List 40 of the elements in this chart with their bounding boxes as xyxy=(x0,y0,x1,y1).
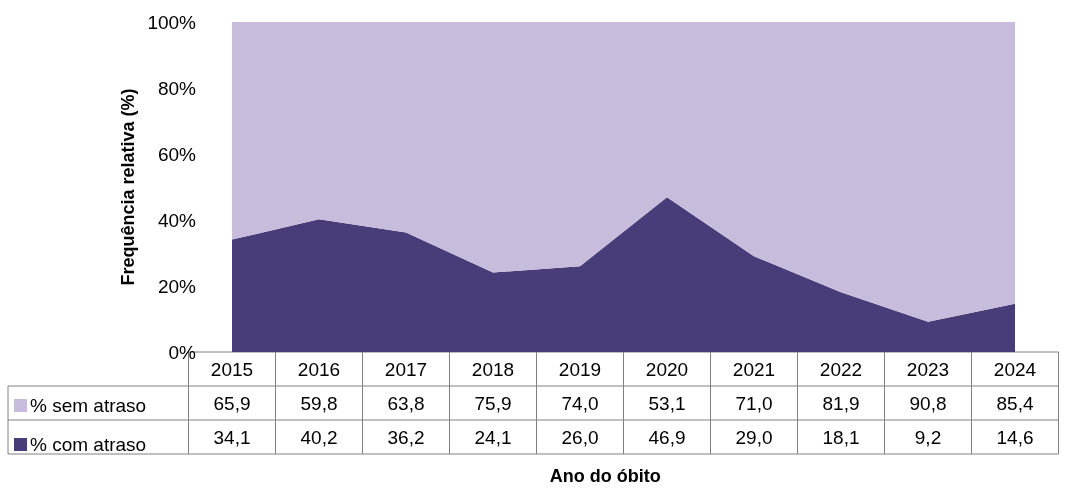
x-tick-label: 2022 xyxy=(819,359,863,380)
legend-label: % sem atraso xyxy=(30,395,147,416)
x-tick-label: 2023 xyxy=(906,359,950,380)
data-label: 71,0 xyxy=(735,392,773,414)
data-label: 81,9 xyxy=(822,392,860,414)
data-label: 14,6 xyxy=(996,426,1034,448)
y-tick-label: 80% xyxy=(157,77,197,99)
x-axis-title: Ano do óbito xyxy=(549,466,661,486)
x-tick-label: 2018 xyxy=(471,359,515,380)
data-label: 85,4 xyxy=(996,392,1034,414)
data-label: 65,9 xyxy=(213,392,251,414)
y-tick-label: 40% xyxy=(157,209,197,231)
data-label: 40,2 xyxy=(300,426,338,448)
data-label: 53,1 xyxy=(648,392,686,414)
x-tick-label: 2015 xyxy=(210,359,254,380)
data-label: 63,8 xyxy=(387,392,425,414)
x-tick-label: 2017 xyxy=(384,359,428,380)
data-label: 9,2 xyxy=(914,426,942,448)
data-label: 90,8 xyxy=(909,392,947,414)
y-axis-title: Frequência relativa (%) xyxy=(117,88,138,286)
data-label: 36,2 xyxy=(387,426,425,448)
y-tick-label: 60% xyxy=(157,143,197,165)
y-tick-label: 0% xyxy=(168,341,197,363)
x-tick-label: 2019 xyxy=(558,359,602,380)
data-label: 26,0 xyxy=(561,426,599,448)
data-label: 29,0 xyxy=(735,426,773,448)
x-tick-label: 2021 xyxy=(732,359,776,380)
y-tick-label: 20% xyxy=(157,275,197,297)
data-label: 74,0 xyxy=(561,392,599,414)
x-tick-label: 2024 xyxy=(993,359,1037,380)
x-tick-label: 2020 xyxy=(645,359,689,380)
data-label: 24,1 xyxy=(474,426,512,448)
legend-label: % com atraso xyxy=(30,434,147,455)
data-label: 18,1 xyxy=(822,426,860,448)
x-tick-label: 2016 xyxy=(297,359,341,380)
data-label: 75,9 xyxy=(474,392,512,414)
data-label: 34,1 xyxy=(213,426,251,448)
y-tick-label: 100% xyxy=(147,11,197,33)
data-label: 59,8 xyxy=(300,392,338,414)
data-label: 46,9 xyxy=(648,426,686,448)
